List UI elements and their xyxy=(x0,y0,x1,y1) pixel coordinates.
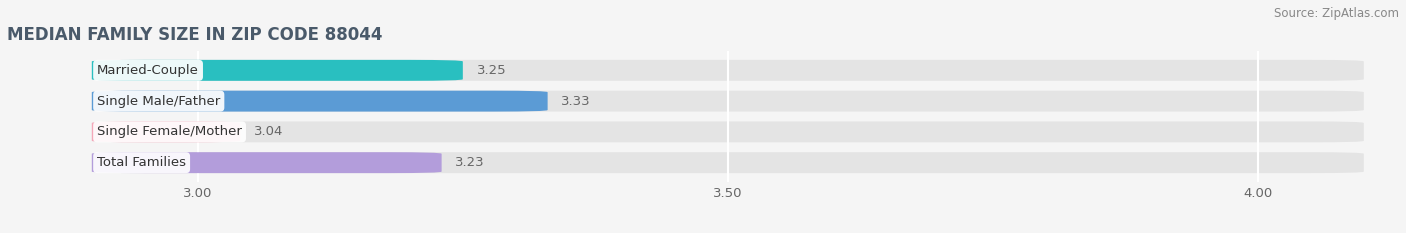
FancyBboxPatch shape xyxy=(91,121,240,142)
Text: 3.23: 3.23 xyxy=(456,156,485,169)
FancyBboxPatch shape xyxy=(91,91,547,112)
FancyBboxPatch shape xyxy=(91,152,441,173)
Text: MEDIAN FAMILY SIZE IN ZIP CODE 88044: MEDIAN FAMILY SIZE IN ZIP CODE 88044 xyxy=(7,26,382,44)
Text: Source: ZipAtlas.com: Source: ZipAtlas.com xyxy=(1274,7,1399,20)
FancyBboxPatch shape xyxy=(91,60,1364,81)
Text: Single Female/Mother: Single Female/Mother xyxy=(97,125,242,138)
FancyBboxPatch shape xyxy=(91,152,1364,173)
Text: Total Families: Total Families xyxy=(97,156,186,169)
FancyBboxPatch shape xyxy=(91,91,1364,112)
Text: Single Male/Father: Single Male/Father xyxy=(97,95,221,108)
Text: 3.25: 3.25 xyxy=(477,64,506,77)
Text: 3.33: 3.33 xyxy=(561,95,591,108)
Text: Married-Couple: Married-Couple xyxy=(97,64,200,77)
FancyBboxPatch shape xyxy=(91,121,1364,142)
FancyBboxPatch shape xyxy=(91,60,463,81)
Text: 3.04: 3.04 xyxy=(254,125,284,138)
